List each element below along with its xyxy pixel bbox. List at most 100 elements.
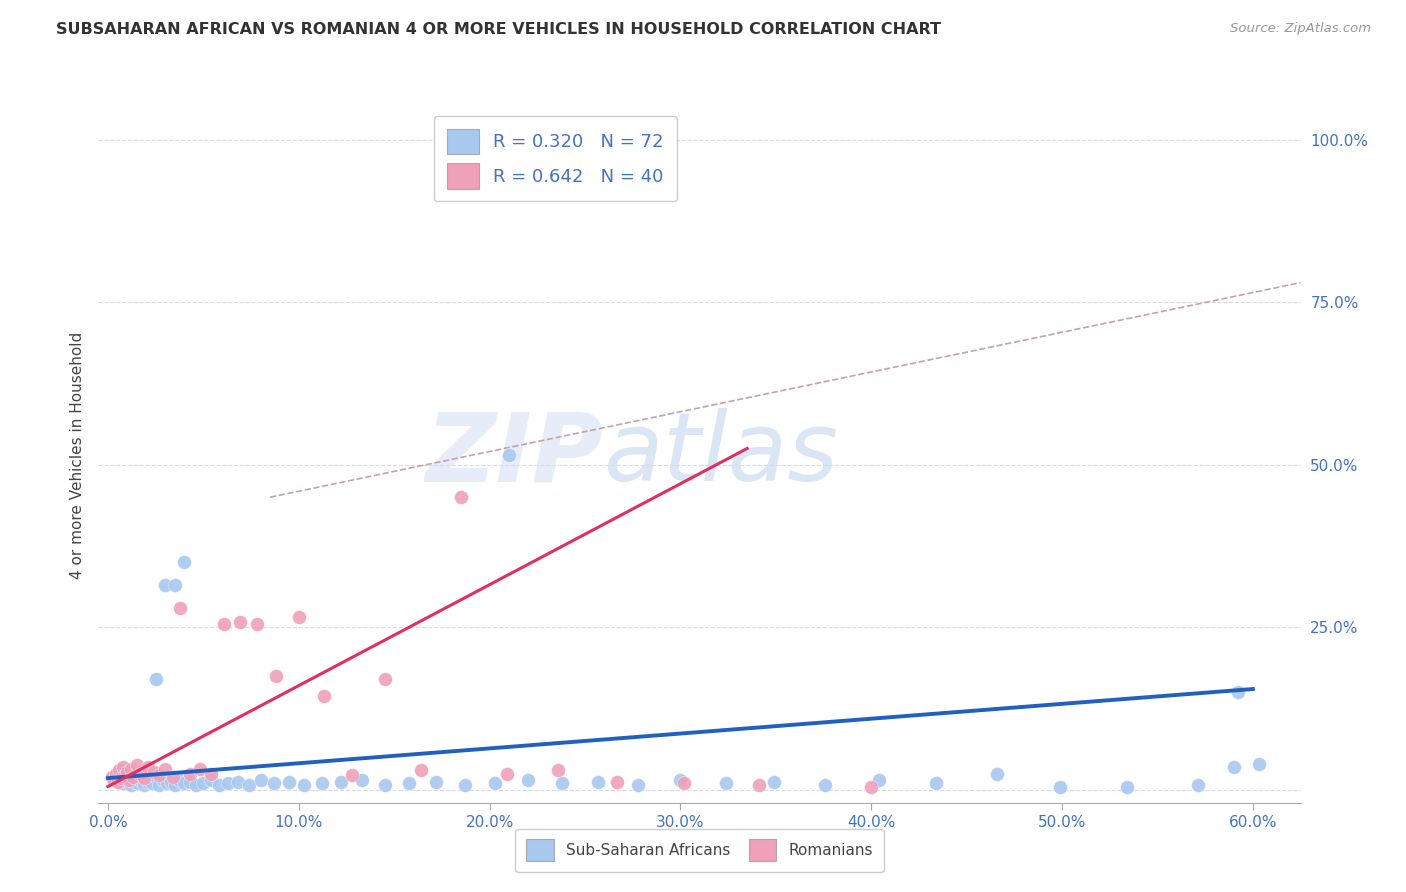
- Point: [114, 764, 136, 779]
- Point: [120, 762, 142, 776]
- Point: [214, 617, 236, 632]
- Point: [374, 672, 396, 686]
- Point: [278, 775, 301, 789]
- Point: [208, 778, 231, 792]
- Point: [673, 776, 696, 790]
- Point: [1116, 780, 1139, 794]
- Point: [107, 775, 129, 789]
- Point: [1049, 780, 1071, 794]
- Point: [108, 775, 131, 789]
- Legend: Sub-Saharan Africans, Romanians: Sub-Saharan Africans, Romanians: [516, 829, 883, 871]
- Point: [551, 776, 574, 790]
- Point: [108, 764, 131, 778]
- Point: [120, 778, 142, 792]
- Point: [107, 771, 129, 785]
- Point: [860, 780, 883, 794]
- Point: [228, 615, 250, 629]
- Point: [121, 771, 143, 785]
- Point: [814, 778, 837, 792]
- Text: ZIP: ZIP: [426, 409, 603, 501]
- Point: [312, 689, 335, 703]
- Text: SUBSAHARAN AFRICAN VS ROMANIAN 4 OR MORE VEHICLES IN HOUSEHOLD CORRELATION CHART: SUBSAHARAN AFRICAN VS ROMANIAN 4 OR MORE…: [56, 22, 941, 37]
- Point: [173, 776, 195, 790]
- Point: [484, 776, 506, 790]
- Point: [264, 669, 287, 683]
- Point: [409, 764, 432, 778]
- Point: [103, 772, 125, 787]
- Point: [131, 768, 153, 782]
- Point: [516, 772, 538, 787]
- Point: [374, 778, 396, 792]
- Point: [134, 771, 156, 785]
- Point: [141, 776, 163, 790]
- Point: [200, 766, 222, 780]
- Point: [263, 776, 285, 790]
- Point: [398, 776, 420, 790]
- Point: [748, 778, 770, 792]
- Point: [142, 764, 165, 779]
- Point: [155, 762, 177, 776]
- Point: [152, 772, 174, 787]
- Point: [329, 775, 352, 789]
- Point: [148, 768, 170, 782]
- Point: [1187, 778, 1209, 792]
- Point: [547, 764, 569, 778]
- Point: [340, 768, 363, 782]
- Point: [145, 770, 167, 784]
- Point: [246, 617, 269, 632]
- Point: [114, 768, 136, 782]
- Point: [184, 778, 207, 792]
- Point: [498, 448, 520, 462]
- Point: [148, 778, 170, 792]
- Point: [134, 778, 156, 792]
- Point: [104, 766, 127, 780]
- Point: [128, 776, 150, 790]
- Point: [1247, 756, 1270, 771]
- Point: [249, 772, 271, 787]
- Point: [714, 776, 737, 790]
- Point: [136, 775, 159, 789]
- Point: [287, 610, 309, 624]
- Point: [1222, 760, 1246, 774]
- Point: [118, 772, 141, 787]
- Point: [606, 775, 628, 789]
- Point: [118, 770, 141, 784]
- Point: [121, 770, 143, 784]
- Text: Source: ZipAtlas.com: Source: ZipAtlas.com: [1230, 22, 1371, 36]
- Point: [173, 555, 195, 569]
- Point: [294, 778, 316, 792]
- Point: [163, 778, 186, 792]
- Point: [156, 776, 179, 790]
- Point: [188, 762, 211, 776]
- Point: [101, 770, 124, 784]
- Point: [110, 768, 132, 782]
- Point: [1226, 685, 1249, 699]
- Point: [200, 772, 222, 787]
- Point: [495, 766, 517, 780]
- Point: [135, 771, 157, 785]
- Point: [167, 772, 190, 787]
- Point: [129, 766, 152, 780]
- Point: [125, 766, 148, 780]
- Point: [162, 770, 184, 784]
- Point: [115, 764, 138, 779]
- Point: [155, 578, 177, 592]
- Point: [627, 778, 650, 792]
- Y-axis label: 4 or more Vehicles in Household: 4 or more Vehicles in Household: [69, 331, 84, 579]
- Point: [762, 775, 785, 789]
- Point: [112, 760, 135, 774]
- Point: [129, 772, 152, 787]
- Point: [179, 775, 201, 789]
- Point: [425, 775, 447, 789]
- Point: [136, 760, 159, 774]
- Point: [350, 772, 373, 787]
- Point: [588, 775, 610, 789]
- Point: [163, 578, 186, 592]
- Point: [868, 772, 890, 787]
- Point: [101, 770, 124, 784]
- Point: [311, 776, 333, 790]
- Point: [104, 766, 127, 780]
- Point: [124, 775, 146, 789]
- Point: [103, 772, 125, 787]
- Point: [110, 771, 132, 785]
